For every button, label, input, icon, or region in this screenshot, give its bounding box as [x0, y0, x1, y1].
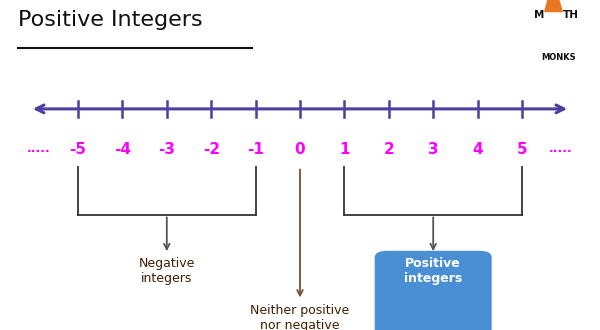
Polygon shape — [545, 0, 562, 12]
Text: 0: 0 — [295, 142, 305, 157]
Text: 2: 2 — [383, 142, 394, 157]
Text: 4: 4 — [472, 142, 483, 157]
Text: MONKS: MONKS — [541, 53, 576, 62]
Text: TH: TH — [563, 10, 579, 20]
Text: Neither positive
nor negative: Neither positive nor negative — [250, 304, 350, 330]
Text: -1: -1 — [247, 142, 264, 157]
FancyBboxPatch shape — [374, 251, 491, 330]
Text: Positive Integers: Positive Integers — [18, 10, 203, 30]
Text: -3: -3 — [158, 142, 175, 157]
Text: .....: ..... — [549, 142, 573, 155]
Text: 5: 5 — [517, 142, 527, 157]
Text: -5: -5 — [70, 142, 86, 157]
Text: .....: ..... — [27, 142, 51, 155]
Text: -2: -2 — [203, 142, 220, 157]
Text: -4: -4 — [114, 142, 131, 157]
Text: 3: 3 — [428, 142, 439, 157]
Text: 1: 1 — [339, 142, 350, 157]
Text: Positive
integers: Positive integers — [404, 257, 463, 285]
Text: Negative
integers: Negative integers — [139, 257, 195, 285]
Text: M: M — [534, 10, 544, 20]
